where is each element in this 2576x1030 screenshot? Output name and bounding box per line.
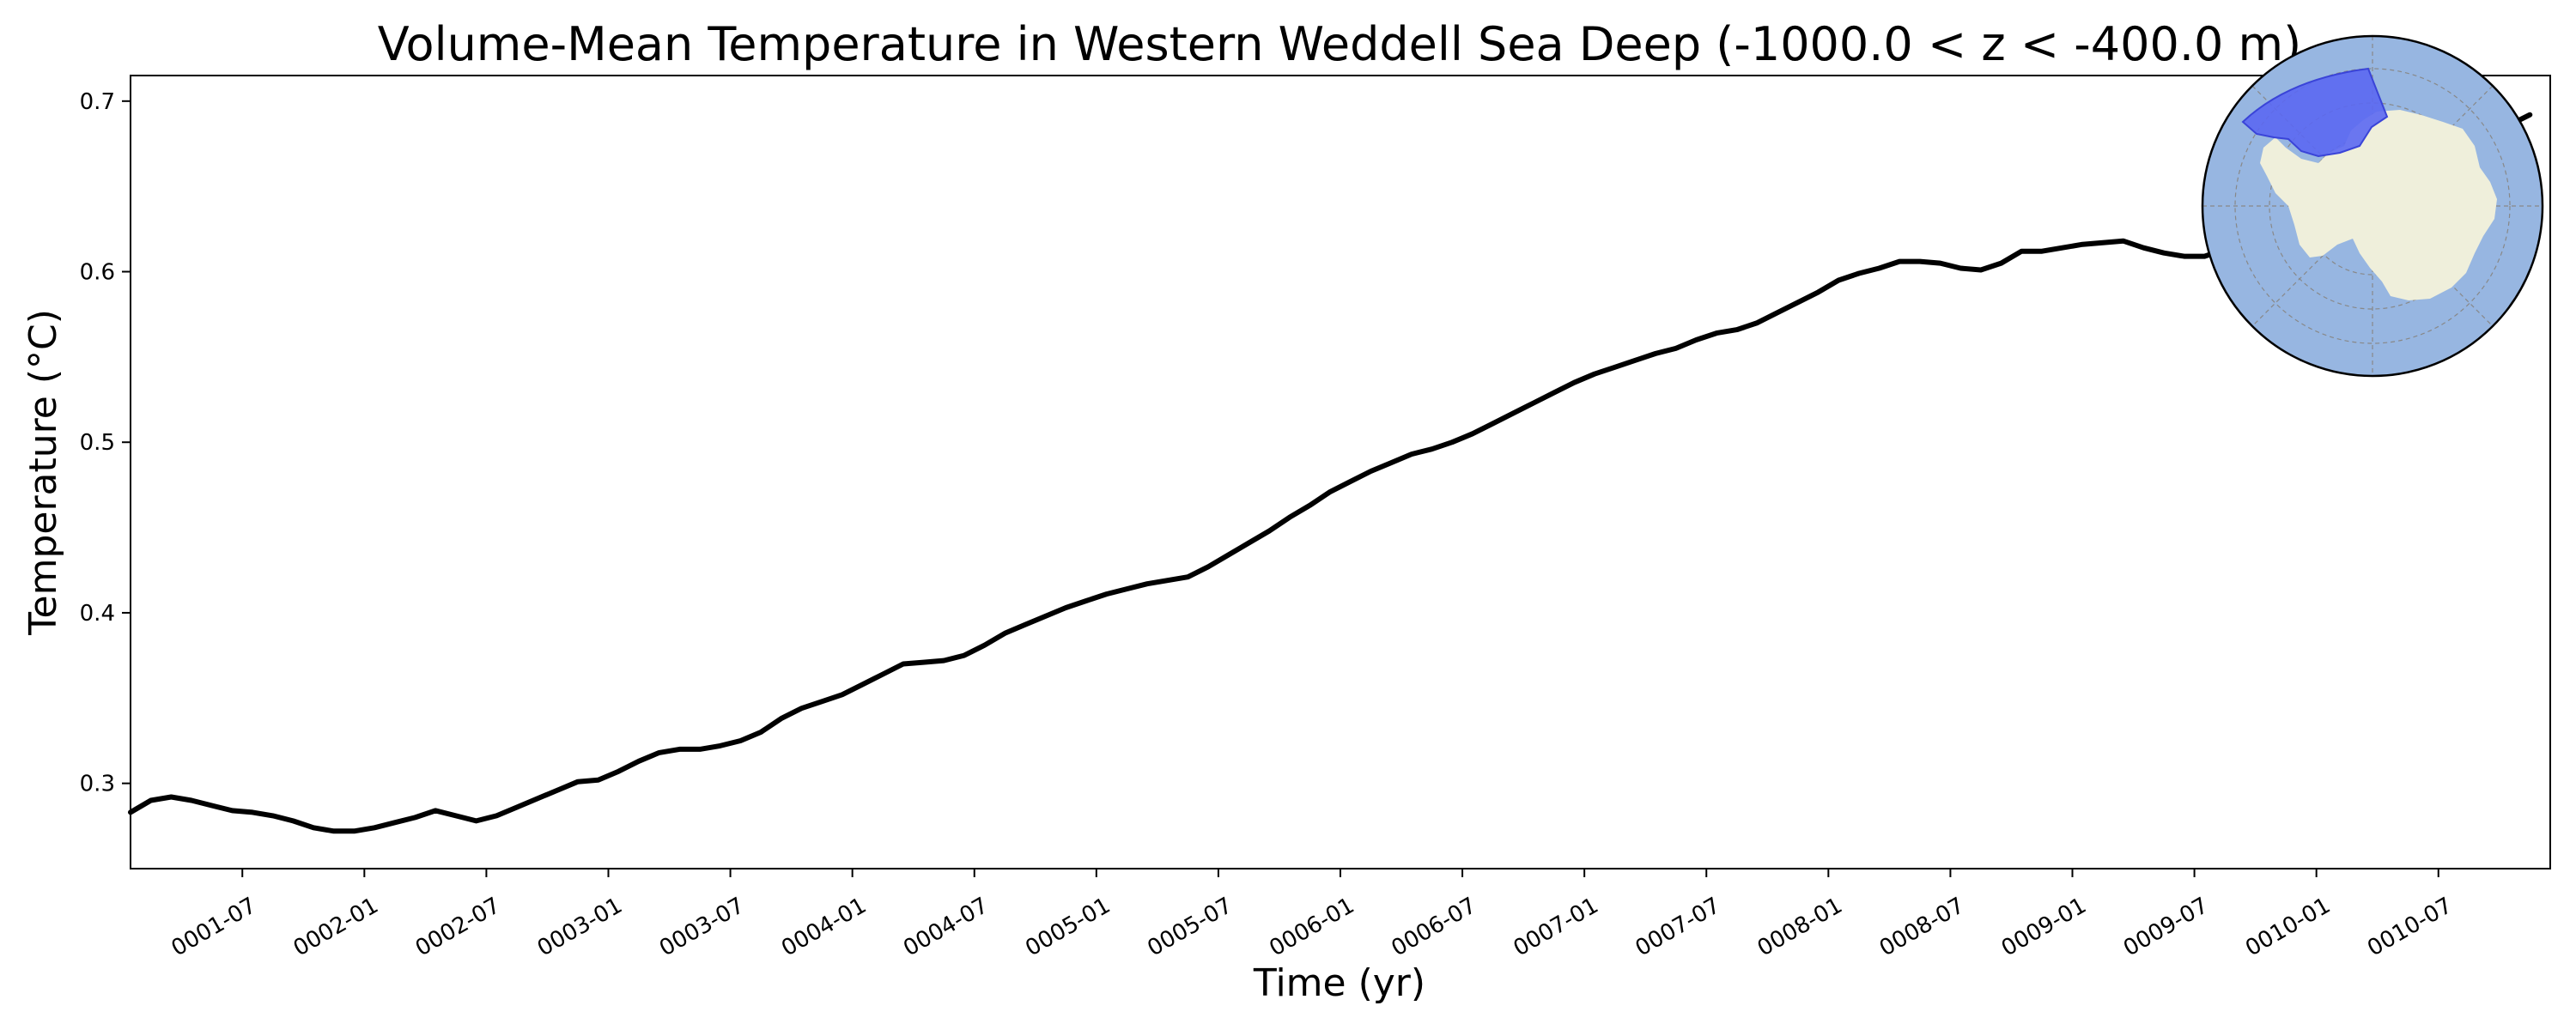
weddell-sea-region [2241, 67, 2389, 158]
y-tick-label: 0.5 [80, 430, 115, 456]
y-tick-label: 0.3 [80, 772, 115, 797]
chart-title: Volume-Mean Temperature in Western Wedde… [378, 17, 2301, 71]
x-tick-label: 0009-01 [1997, 893, 2091, 961]
axes-frame [130, 75, 2551, 869]
x-tick-label: 0005-01 [1021, 893, 1115, 961]
x-tick-label: 0004-01 [777, 893, 871, 961]
x-tick-label: 0008-07 [1875, 893, 1969, 961]
x-tick-label: 0010-01 [2241, 893, 2335, 961]
x-tick-label: 0003-07 [655, 893, 749, 961]
x-tick-label: 0004-07 [899, 893, 993, 961]
x-tick-label: 0003-01 [533, 893, 627, 961]
x-tick-label: 0007-07 [1631, 893, 1725, 961]
x-tick-label: 0002-07 [411, 893, 505, 961]
x-tick-label: 0009-07 [2119, 893, 2213, 961]
y-axis-ticks: 0.3 0.4 0.5 0.6 0.7 [80, 89, 131, 797]
x-tick-label: 0005-07 [1143, 893, 1236, 961]
plot-area [128, 75, 2551, 869]
temperature-series-line [128, 112, 2533, 834]
x-tick-label: 0008-01 [1753, 893, 1847, 961]
x-tick-label: 0006-01 [1265, 893, 1358, 961]
x-tick-label: 0006-07 [1387, 893, 1480, 961]
x-tick-label: 0002-01 [289, 893, 383, 961]
x-tick-label: 0010-07 [2363, 893, 2457, 961]
antarctica-inset-map [2201, 34, 2544, 378]
x-tick-label: 0007-01 [1510, 893, 1603, 961]
y-tick-label: 0.6 [80, 260, 115, 286]
x-tick-label: 0001-07 [167, 893, 261, 961]
x-axis-ticks: 0001-07 0002-01 0002-07 0003-01 0003-07 0004-… [167, 869, 2457, 961]
y-tick-label: 0.7 [80, 89, 115, 115]
antarctica-landmass [2260, 110, 2497, 300]
y-axis-label: Temperature (°C) [21, 309, 65, 636]
y-tick-label: 0.4 [80, 601, 115, 627]
map-border [2201, 34, 2544, 378]
x-axis-label: Time (yr) [1253, 961, 1425, 1005]
